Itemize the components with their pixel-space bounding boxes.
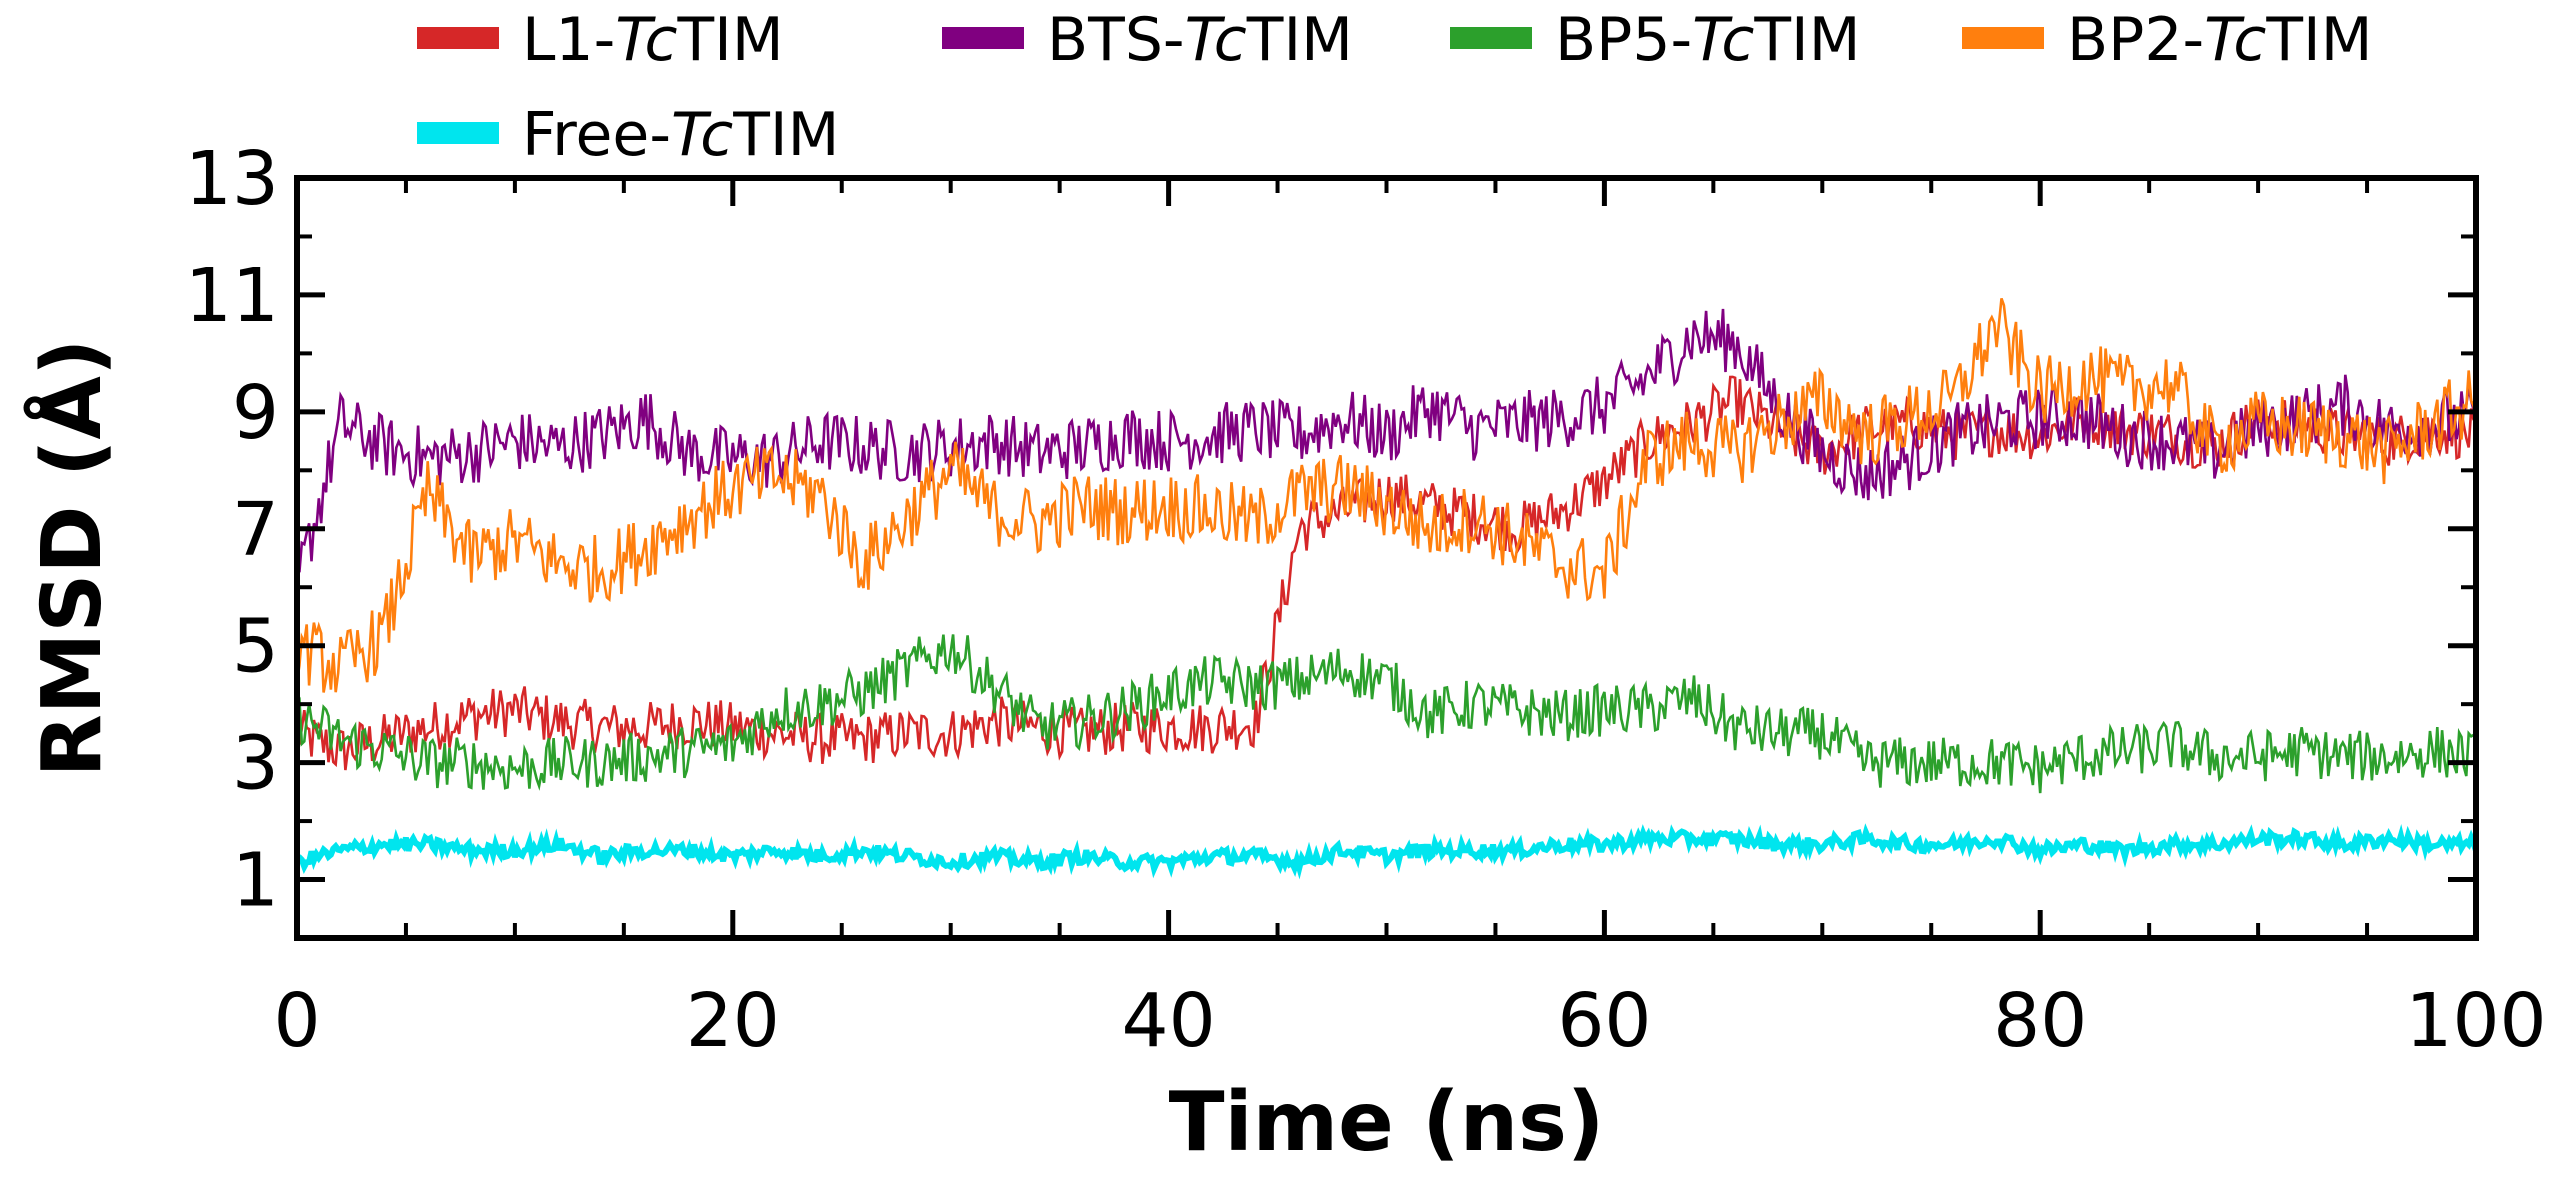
legend-label: L1-TcTIM [522,5,784,75]
legend-swatch [417,27,499,49]
y-tick-label: 7 [232,487,279,573]
x-axis-title: Time (ns) [1169,1075,1605,1170]
x-tick-label: 0 [273,978,320,1064]
series-line-bp5 [295,634,2478,794]
x-tick-label: 40 [1122,978,1216,1064]
legend-item: L1-TcTIM [417,5,784,75]
legend-swatch [1962,27,2044,49]
legend-item: BP2-TcTIM [1962,5,2373,75]
y-tick-label: 13 [185,136,279,222]
y-tick-label: 11 [185,253,279,339]
legend-label: BTS-TcTIM [1047,5,1353,75]
legend-item: BP5-TcTIM [1450,5,1861,75]
legend-swatch [1450,27,1532,49]
legend-label: BP2-TcTIM [2067,5,2373,75]
legend-swatch [942,27,1024,49]
y-tick-label: 5 [232,604,279,690]
x-tick-label: 60 [1557,978,1651,1064]
y-tick-label: 3 [232,721,279,807]
legend-item: Free-TcTIM [417,100,839,170]
y-axis-title: RMSD (Å) [23,339,120,778]
x-tick-label: 80 [1993,978,2087,1064]
legend-item: BTS-TcTIM [942,5,1353,75]
series-line-bts [295,308,2478,573]
series-line-bp2 [295,297,2478,693]
series-layer [295,297,2479,880]
legend-label: Free-TcTIM [522,100,839,170]
legend: L1-TcTIM BTS-TcTIM BP5-TcTIM BP2-TcTIM Free-… [417,5,2373,170]
legend-label: BP5-TcTIM [1555,5,1861,75]
y-tick-label: 9 [232,370,279,456]
legend-swatch [417,122,499,144]
series-line-free [295,823,2479,880]
x-tick-label: 20 [686,978,780,1064]
x-tick-label: 100 [2405,978,2546,1064]
y-tick-label: 1 [232,838,279,924]
